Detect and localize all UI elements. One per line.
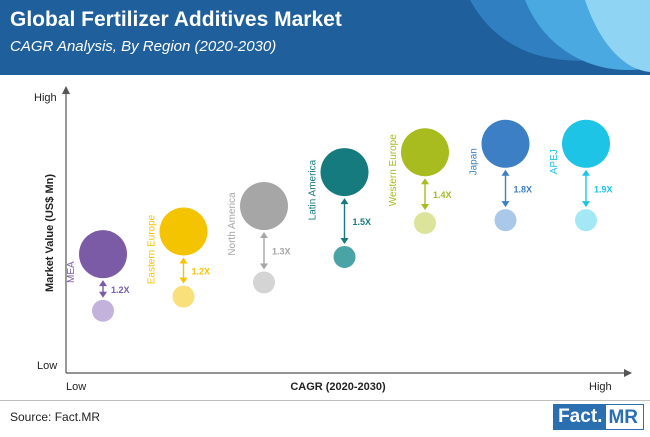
bubble-2020-eastern-europe	[172, 285, 195, 308]
y-low-label: Low	[37, 360, 57, 372]
arrow-head-down-latin-america	[340, 237, 349, 244]
region-label-japan: Japan	[469, 148, 480, 175]
footer-divider	[0, 400, 650, 401]
multiplier-label-western-europe: 1.4X	[433, 190, 452, 200]
region-label-north-america: North America	[227, 192, 238, 256]
header-banner: Global Fertilizer Additives Market CAGR …	[0, 0, 650, 75]
arrow-head-up-north-america	[260, 232, 268, 239]
region-label-mea: MEA	[66, 261, 77, 283]
multiplier-label-mea: 1.2X	[111, 285, 130, 295]
bubble-chart: High Low Low High CAGR (2020-2030) Marke…	[34, 86, 632, 393]
bubble-2030-mea	[79, 230, 127, 279]
factmr-logo: Fact. MR	[553, 404, 644, 430]
arrow-head-up-japan	[501, 169, 510, 176]
region-label-eastern-europe: Eastern Europe	[147, 214, 158, 284]
arrow-head-down-north-america	[260, 263, 268, 270]
region-label-latin-america: Latin America	[308, 159, 319, 220]
bubble-2020-japan	[494, 209, 517, 232]
arrow-head-up-eastern-europe	[179, 257, 188, 264]
bubble-2030-latin-america	[320, 148, 369, 197]
arrow-head-up-latin-america	[340, 198, 349, 205]
arrow-head-up-mea	[99, 280, 107, 287]
bubble-2020-mea	[92, 299, 114, 322]
arrow-head-up-western-europe	[421, 178, 429, 185]
bubble-2030-north-america	[240, 182, 288, 231]
bubble-2030-japan	[481, 119, 530, 168]
x-axis-title: CAGR (2020-2030)	[290, 381, 386, 393]
multiplier-label-north-america: 1.3X	[272, 247, 291, 257]
multiplier-label-apej: 1.9X	[594, 184, 613, 194]
region-label-apej: APEJ	[549, 149, 560, 174]
logo-part-fact: Fact.	[553, 404, 606, 430]
bubble-2030-eastern-europe	[159, 207, 208, 256]
bubble-2030-western-europe	[401, 128, 449, 177]
bubble-2030-apej	[562, 119, 610, 168]
bubble-2020-latin-america	[333, 245, 356, 268]
chart-title: Global Fertilizer Additives Market	[10, 8, 342, 31]
arrow-head-down-japan	[501, 201, 510, 208]
multiplier-label-japan: 1.8X	[514, 184, 533, 194]
x-low-label: Low	[66, 381, 86, 393]
arrow-head-down-western-europe	[421, 204, 429, 211]
region-label-western-europe: Western Europe	[388, 134, 399, 207]
y-axis-title: Market Value (US$ Mn)	[44, 174, 56, 292]
bubble-2020-north-america	[253, 271, 275, 294]
logo-part-mr: MR	[605, 404, 644, 430]
bubble-2020-apej	[575, 209, 597, 232]
multiplier-label-latin-america: 1.5X	[353, 217, 372, 227]
header-decoration	[470, 0, 650, 72]
bubbles-group: 1.2X MEA 1.2X Eastern Europe 1.3X North Ameri…	[66, 119, 613, 322]
multiplier-label-eastern-europe: 1.2X	[192, 267, 211, 277]
header-wave-3	[585, 0, 650, 72]
x-high-label: High	[589, 381, 612, 393]
arrow-head-down-apej	[582, 201, 590, 208]
source-text: Source: Fact.MR	[10, 410, 101, 424]
arrow-head-down-mea	[99, 291, 107, 298]
arrow-head-down-eastern-europe	[179, 277, 188, 284]
arrow-head-up-apej	[582, 169, 590, 176]
chart-subtitle: CAGR Analysis, By Region (2020-2030)	[10, 38, 277, 55]
bubble-2020-western-europe	[414, 212, 436, 235]
y-high-label: High	[34, 92, 57, 104]
